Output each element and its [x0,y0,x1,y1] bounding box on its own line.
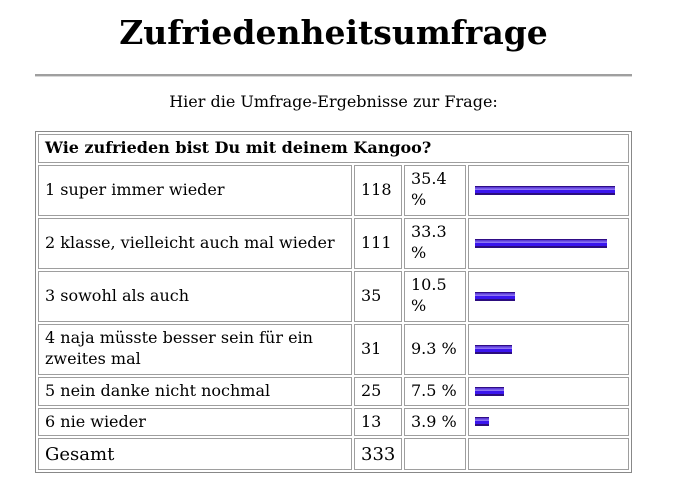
result-bar [475,238,607,248]
total-row: Gesamt 333 [38,438,629,471]
bar-cell [468,164,629,216]
table-row: 1 super immer wieder 118 35.4 % [38,164,629,216]
answer-percent: 35.4 % [404,164,466,216]
table-row: 4 naja müsste besser sein für ein zweite… [38,323,629,375]
bar-cell [468,217,629,269]
answer-label: 2 klasse, vielleicht auch mal wieder [38,217,352,269]
total-percent-empty [404,438,466,471]
bar-cell [468,376,629,406]
answer-percent: 9.3 % [404,323,466,375]
result-bar [475,386,504,396]
table-row: 3 sowohl als auch 35 10.5 % [38,270,629,322]
answer-count: 118 [354,164,402,216]
answer-percent: 7.5 % [404,376,466,406]
subtitle: Hier die Umfrage-Ergebnisse zur Frage: [169,91,498,111]
answer-label: 4 naja müsste besser sein für ein zweite… [38,323,352,375]
answer-label: 6 nie wieder [38,407,352,437]
question-row: Wie zufrieden bist Du mit deinem Kangoo? [38,133,629,163]
answer-count: 25 [354,376,402,406]
answer-label: 5 nein danke nicht nochmal [38,376,352,406]
answer-count: 13 [354,407,402,437]
total-label: Gesamt [38,438,352,471]
divider-rule [35,73,632,77]
results-table: Wie zufrieden bist Du mit deinem Kangoo?… [35,130,632,474]
result-bar [475,344,512,354]
answer-percent: 10.5 % [404,270,466,322]
result-bar [475,185,615,195]
answer-label: 3 sowohl als auch [38,270,352,322]
answer-count: 31 [354,323,402,375]
table-row: 5 nein danke nicht nochmal 25 7.5 % [38,376,629,406]
result-bar [475,291,515,301]
table-row: 2 klasse, vielleicht auch mal wieder 111… [38,217,629,269]
bar-cell [468,323,629,375]
page: Zufriedenheitsumfrage Hier die Umfrage-E… [35,13,632,474]
page-title: Zufriedenheitsumfrage [119,13,548,52]
answer-count: 35 [354,270,402,322]
answer-percent: 33.3 % [404,217,466,269]
answer-percent: 3.9 % [404,407,466,437]
answer-count: 111 [354,217,402,269]
result-bar [475,417,489,427]
total-bar-empty [468,438,629,471]
question-header: Wie zufrieden bist Du mit deinem Kangoo? [38,133,629,163]
total-count: 333 [354,438,402,471]
table-row: 6 nie wieder 13 3.9 % [38,407,629,437]
bar-cell [468,407,629,437]
answer-label: 1 super immer wieder [38,164,352,216]
bar-cell [468,270,629,322]
